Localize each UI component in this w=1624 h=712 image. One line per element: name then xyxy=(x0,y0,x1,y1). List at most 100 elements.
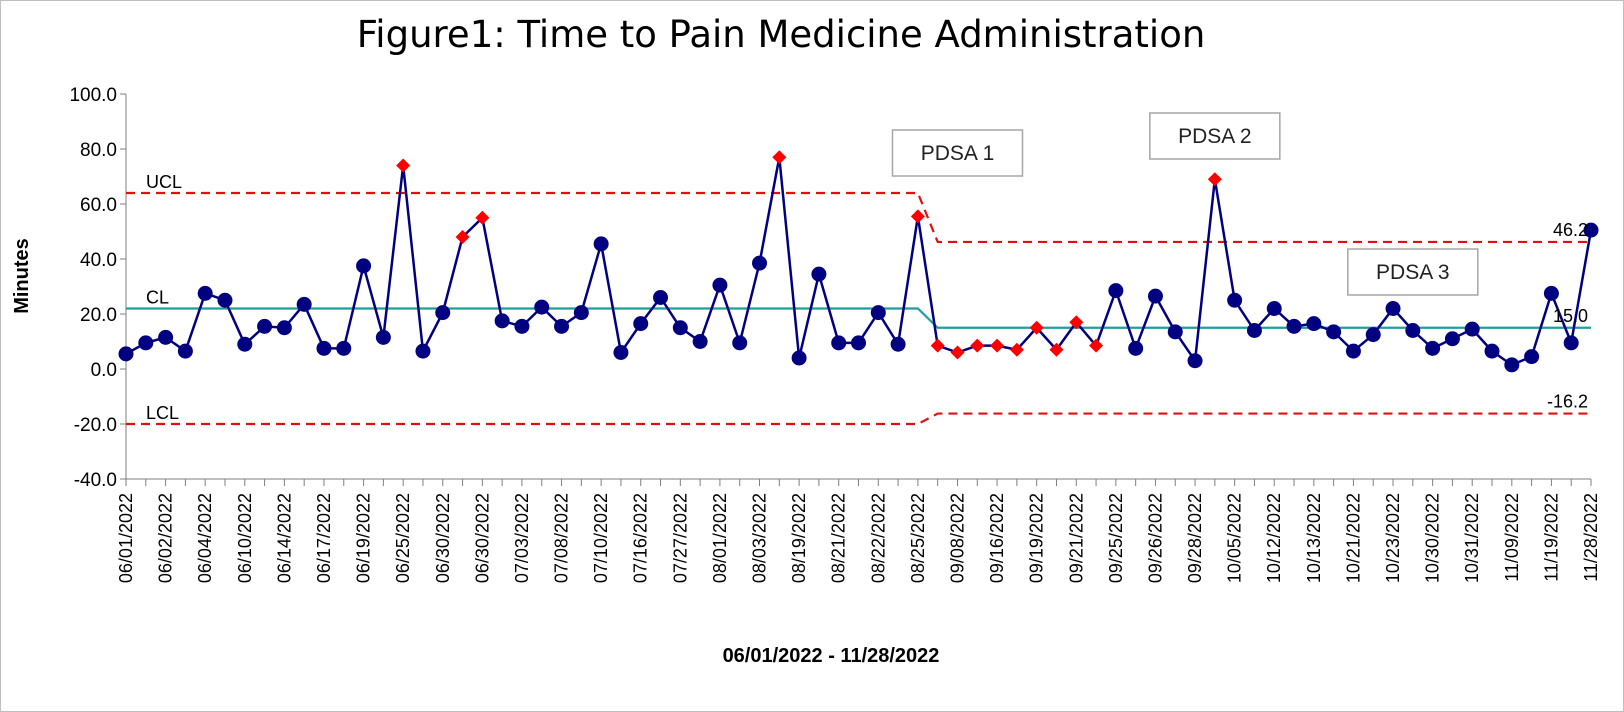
data-point xyxy=(1563,335,1579,351)
x-tick-label: 06/01/2022 xyxy=(116,493,136,583)
chart-title: Figure1: Time to Pain Medicine Administr… xyxy=(357,13,1206,56)
x-tick-label: 11/28/2022 xyxy=(1581,493,1601,582)
y-axis-title: Minutes xyxy=(11,238,33,314)
data-point xyxy=(1167,324,1183,340)
data-point xyxy=(197,285,213,301)
data-point xyxy=(1108,283,1124,299)
pdsa-annotation: PDSA 1 xyxy=(891,129,1024,177)
signal-point xyxy=(930,338,945,353)
x-tick-label: 09/26/2022 xyxy=(1145,493,1165,583)
x-tick-label: 10/31/2022 xyxy=(1462,493,1482,583)
y-tick-label: 0.0 xyxy=(91,360,117,381)
x-tick-label: 09/25/2022 xyxy=(1106,493,1126,583)
pdsa-annotation: PDSA 3 xyxy=(1347,248,1479,296)
pdsa-annotation: PDSA 2 xyxy=(1149,112,1281,160)
data-point xyxy=(1128,340,1144,356)
data-point xyxy=(316,340,332,356)
signal-point xyxy=(772,150,787,165)
pdsa-label: PDSA 3 xyxy=(1376,261,1450,284)
x-tick-label: 07/16/2022 xyxy=(631,493,651,583)
data-point xyxy=(435,305,451,321)
x-tick-label: 06/30/2022 xyxy=(472,493,492,583)
pdsa-label: PDSA 1 xyxy=(921,142,995,165)
signal-point xyxy=(455,230,470,244)
data-point xyxy=(890,336,906,352)
x-tick-label: 08/03/2022 xyxy=(750,493,770,583)
y-tick-label: 40.0 xyxy=(80,250,117,271)
x-tick-label: 06/19/2022 xyxy=(354,493,374,583)
data-point xyxy=(752,255,768,271)
data-point xyxy=(1484,343,1500,359)
data-point xyxy=(1345,343,1361,359)
data-point xyxy=(118,346,134,362)
x-tick-label: 07/27/2022 xyxy=(670,493,690,583)
data-point xyxy=(158,329,174,345)
cl-label: CL xyxy=(146,288,169,308)
x-tick-label: 06/14/2022 xyxy=(274,493,294,583)
x-tick-label: 09/08/2022 xyxy=(947,493,967,583)
x-tick-label: 08/25/2022 xyxy=(908,493,928,583)
data-point xyxy=(1543,285,1559,301)
data-point xyxy=(851,335,866,351)
control-limits xyxy=(126,191,1591,426)
data-point xyxy=(1326,324,1342,340)
data-point xyxy=(633,316,649,332)
line-labels: UCL CL LCL 46.2 15.0 -16.2 xyxy=(146,172,1588,423)
axes: 100.0 80.0 60.0 40.0 20.0 0.0 -20.0 -40.006/01/… xyxy=(69,85,1601,583)
data-point xyxy=(811,266,827,282)
y-tick-label: 20.0 xyxy=(80,305,117,326)
data-point xyxy=(534,299,550,315)
pdsa-box xyxy=(1149,112,1281,160)
data-point xyxy=(870,305,886,321)
x-tick-label: 10/23/2022 xyxy=(1383,493,1403,583)
signal-point xyxy=(970,338,985,353)
data-point xyxy=(1306,316,1322,332)
signal-point xyxy=(1069,315,1084,330)
pdsa-label: PDSA 2 xyxy=(1178,125,1252,148)
data-point xyxy=(217,292,233,308)
signal-point xyxy=(1029,320,1044,335)
ucl-label: UCL xyxy=(146,172,182,192)
data-point xyxy=(573,305,589,321)
data-point xyxy=(1524,349,1540,365)
x-tick-label: 10/30/2022 xyxy=(1423,493,1443,583)
data-point xyxy=(415,343,431,359)
signal-point xyxy=(396,158,411,173)
data-point xyxy=(791,350,807,366)
data-point xyxy=(554,318,570,334)
pdsa-box xyxy=(1347,248,1479,296)
data-point xyxy=(276,320,292,336)
y-tick-label: 100.0 xyxy=(69,85,117,106)
data-point xyxy=(732,335,748,351)
lcl-label: LCL xyxy=(146,403,179,423)
x-tick-label: 09/21/2022 xyxy=(1066,493,1086,583)
x-tick-label: 10/21/2022 xyxy=(1343,493,1363,583)
data-point xyxy=(831,335,847,351)
x-tick-label: 07/10/2022 xyxy=(591,493,611,583)
data-point xyxy=(336,340,352,356)
data-point xyxy=(237,336,253,352)
data-point xyxy=(514,318,530,334)
lcl-value-label: -16.2 xyxy=(1547,392,1588,412)
x-tick-label: 07/08/2022 xyxy=(552,493,572,583)
data-point xyxy=(494,313,510,329)
data-point xyxy=(375,329,391,345)
x-tick-label: 08/21/2022 xyxy=(829,493,849,583)
y-tick-label: -20.0 xyxy=(74,415,117,436)
data-series xyxy=(118,150,1599,373)
x-tick-label: 06/02/2022 xyxy=(156,493,176,583)
data-point xyxy=(138,335,154,351)
data-point xyxy=(613,345,629,360)
data-point xyxy=(692,334,708,349)
data-point xyxy=(356,258,372,274)
x-tick-label: 09/19/2022 xyxy=(1027,493,1047,583)
data-point xyxy=(653,290,669,305)
signal-point xyxy=(1089,338,1104,353)
data-point xyxy=(177,343,193,359)
x-tick-label: 06/10/2022 xyxy=(235,493,255,583)
data-point xyxy=(1464,321,1480,337)
x-tick-label: 08/19/2022 xyxy=(789,493,809,583)
cl-value-label: 15.0 xyxy=(1553,306,1588,326)
signal-point xyxy=(990,338,1005,353)
